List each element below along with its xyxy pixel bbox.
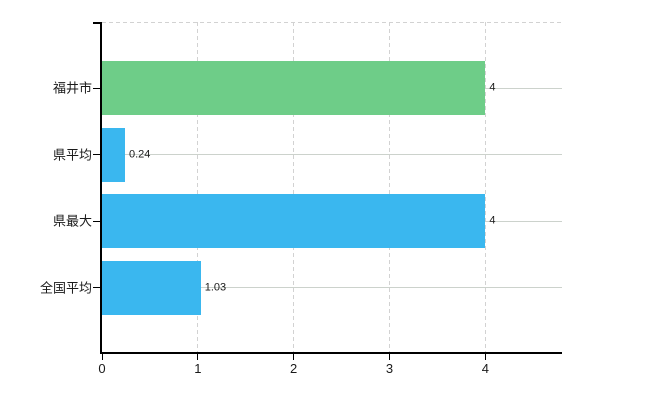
y-axis xyxy=(100,22,102,354)
category-tick xyxy=(93,220,100,222)
category-label: 全国平均 xyxy=(39,280,92,296)
category-label: 県平均 xyxy=(52,147,92,163)
category-tick xyxy=(93,87,100,89)
x-tick xyxy=(197,354,199,360)
x-tick-label: 4 xyxy=(481,361,489,376)
bar-value-label: 4 xyxy=(489,81,496,94)
plot-top-border xyxy=(102,22,562,23)
category-tick xyxy=(93,287,100,289)
y-gridline xyxy=(102,287,562,289)
bar xyxy=(102,194,486,249)
category-tick xyxy=(93,154,100,156)
bar xyxy=(102,127,125,182)
y-axis-top-tick xyxy=(93,22,101,24)
x-tick-label: 3 xyxy=(385,361,394,376)
x-tick-label: 0 xyxy=(98,361,106,376)
x-tick xyxy=(389,354,390,360)
category-label: 福井市 xyxy=(52,80,92,96)
plot-area: 4 0.24 4 1.03 xyxy=(102,22,562,354)
x-tick xyxy=(293,354,295,360)
x-gridline xyxy=(389,22,390,354)
x-axis xyxy=(100,352,562,354)
bar-value-label: 0.24 xyxy=(129,148,151,161)
bar xyxy=(102,61,486,116)
bar-value-label: 4 xyxy=(489,214,496,227)
y-gridline xyxy=(102,154,562,156)
x-gridline xyxy=(484,22,486,354)
x-tick xyxy=(101,354,103,360)
x-tick xyxy=(484,354,486,360)
bar-value-label: 1.03 xyxy=(204,281,227,294)
x-gridline xyxy=(197,22,199,354)
bar xyxy=(102,260,201,315)
x-gridline xyxy=(293,22,295,354)
category-label: 県最大 xyxy=(52,213,92,229)
x-tick-label: 1 xyxy=(194,361,202,376)
x-tick-label: 2 xyxy=(290,361,298,376)
